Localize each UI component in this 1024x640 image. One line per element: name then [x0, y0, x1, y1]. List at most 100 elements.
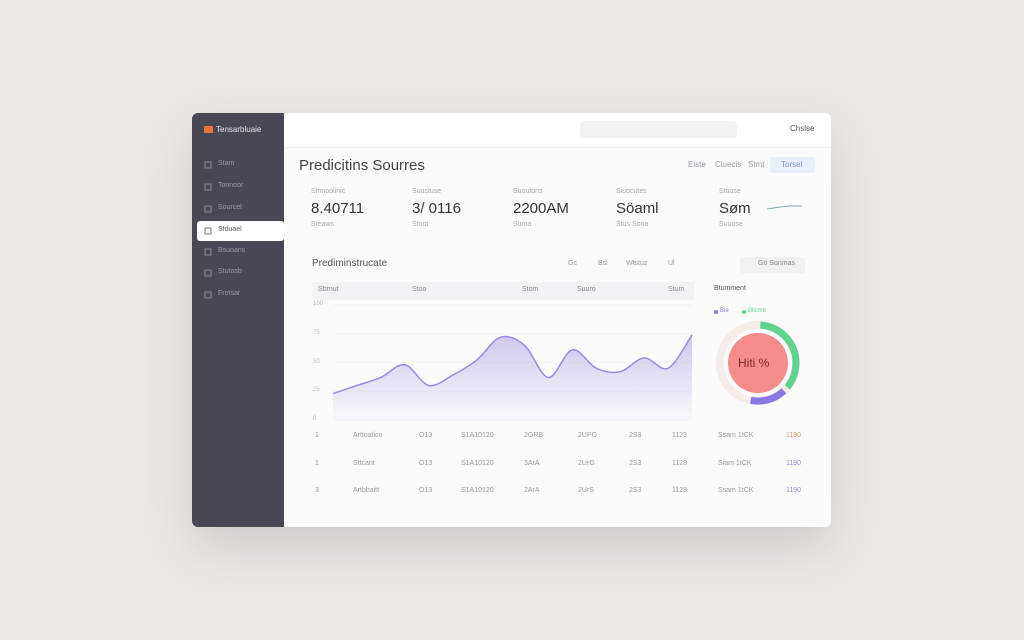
legend-swatch [742, 310, 746, 314]
column-header: Stom [522, 286, 539, 293]
table-cell: 1190 [786, 460, 802, 467]
nav-icon [204, 205, 212, 213]
page-title: Predicitins Sourres [299, 157, 425, 174]
chart-button-label[interactable]: Gö Sonmas [758, 260, 795, 267]
kpi-label: Stuose [719, 188, 741, 195]
table-cell: Ssam 1tCK [718, 432, 754, 439]
table-cell: 1128 [672, 460, 688, 467]
nav-icon [204, 161, 212, 169]
nav-item[interactable]: Sourcel [218, 204, 242, 211]
nav-item[interactable]: Stutosb [218, 268, 242, 275]
table-cell: 2UrG [578, 460, 595, 467]
kpi-value: 3/ 0116 [412, 200, 461, 217]
nav-icon [204, 248, 212, 256]
table-cell: 2GRB [524, 432, 544, 439]
user-name: Chslse [790, 124, 815, 133]
donut-center [728, 333, 788, 393]
search-box[interactable] [580, 121, 737, 138]
kpi-value: 2200AM [513, 200, 569, 217]
y-tick-label: 75 [313, 329, 320, 336]
table-cell: 2S3 [629, 432, 642, 439]
donut-segment [716, 321, 800, 405]
column-header: Suuro [577, 286, 596, 293]
kpi-label: Suoutons [513, 188, 543, 195]
app-window [192, 113, 831, 527]
table-cell: 3 [315, 487, 319, 494]
table-cell: O13 [419, 460, 433, 467]
nav-active [197, 221, 284, 241]
table-cell: S1A10120 [461, 432, 494, 439]
kpi-value: Søm [719, 200, 751, 217]
y-tick-label: 0 [313, 416, 317, 422]
table-cell: 2UPG [578, 432, 598, 439]
nav-icon [204, 269, 212, 277]
sparkline [766, 205, 802, 210]
sidebar [192, 113, 284, 527]
table-cell: Ssam 1tCK [718, 487, 754, 494]
top-bar [284, 113, 831, 148]
donut-segment [716, 321, 800, 405]
chart-button [740, 257, 805, 273]
nav-item[interactable]: Tonnoor [218, 182, 244, 189]
kpi-sub: Steaws [311, 221, 334, 228]
kpi-sub: Suuose [719, 221, 743, 228]
table-cell: Siam 1tCK [718, 460, 752, 467]
table-cell: 1190 [786, 487, 802, 494]
kpi-label: Siuocutes [616, 188, 647, 195]
nav-item[interactable]: Sfduael [218, 226, 242, 233]
column-header: Sbrnut [318, 286, 339, 293]
kpi-label: Suostuse [412, 188, 442, 195]
table-cell: S1A10120 [461, 487, 494, 494]
chart-title: Prediminstrucate [312, 258, 388, 269]
header-action[interactable]: Elste [688, 160, 706, 169]
table-cell: Arttoatico [353, 432, 383, 439]
y-tick-label: 25 [313, 387, 320, 394]
kpi-label: Shmoolinic [311, 188, 346, 195]
header-action[interactable]: Stmt [748, 160, 765, 169]
table-cell: O13 [419, 432, 433, 439]
chart-filter[interactable]: Ul [668, 260, 675, 267]
brand-icon [204, 126, 213, 133]
kpi-sub: Stus Sona [616, 221, 649, 228]
kpi-sub: Suma [513, 221, 532, 228]
legend-swatch [714, 310, 718, 314]
table-cell: 2ArA [524, 487, 540, 494]
table-cell: 1128 [672, 487, 688, 494]
legend-label: Ble [720, 308, 729, 314]
chart-filter[interactable]: Gc [568, 260, 577, 267]
table-cell: 1123 [672, 432, 688, 439]
brand: Tensarbluaie [216, 125, 262, 134]
nav-item[interactable]: Stam [218, 160, 235, 167]
column-header: Stoo [412, 286, 427, 293]
table-cell: 2S3 [629, 487, 642, 494]
nav-icon [204, 183, 212, 191]
kpi-value: Söaml [616, 200, 659, 217]
table-cell: 1 [315, 432, 319, 439]
nav-item[interactable]: Frotsar [218, 290, 241, 297]
nav-icon [204, 291, 212, 299]
chart-filter[interactable]: Wtstuz [626, 260, 648, 267]
kpi-sub: Stoot [412, 221, 429, 228]
header-action[interactable]: Cluecis [715, 160, 742, 169]
chart-filter[interactable]: Bsl [598, 260, 608, 267]
nav-icon [204, 227, 212, 235]
table-cell: Artbbaitt [353, 487, 380, 494]
donut-title: Btumment [714, 285, 746, 292]
header-button [770, 157, 815, 173]
table-cell: 2S3 [629, 460, 642, 467]
header-button-label[interactable]: Torsel [781, 160, 803, 169]
nav-item[interactable]: Bsuoans [218, 247, 246, 254]
table-cell: O13 [419, 487, 433, 494]
table-cell: 1190 [786, 432, 802, 439]
y-tick-label: 100 [313, 301, 324, 307]
legend-label: Blicmtr [748, 308, 767, 314]
table-cell: Sttcant [353, 460, 375, 467]
table-cell: S1A10120 [461, 460, 494, 467]
line [332, 334, 693, 395]
table-cell: 3ArA [524, 460, 540, 467]
table-cell: 1 [315, 460, 319, 467]
y-tick-label: 50 [313, 358, 320, 365]
table-cell: 2UrS [578, 487, 594, 494]
